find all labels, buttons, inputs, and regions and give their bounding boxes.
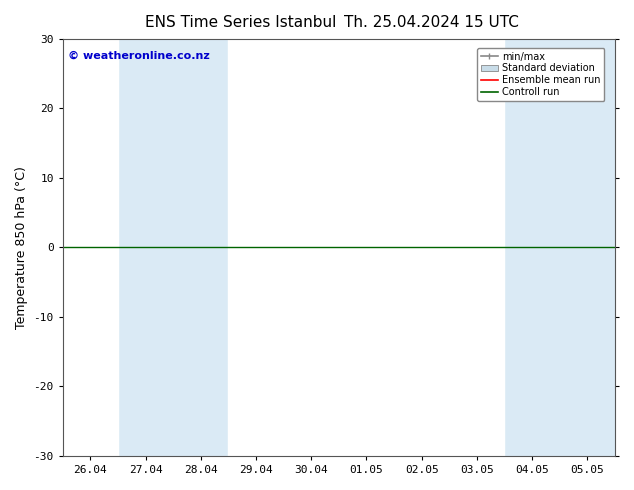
Bar xyxy=(339,39,394,456)
Text: Th. 25.04.2024 15 UTC: Th. 25.04.2024 15 UTC xyxy=(344,15,519,30)
Y-axis label: Temperature 850 hPa (°C): Temperature 850 hPa (°C) xyxy=(15,166,28,329)
Text: © weatheronline.co.nz: © weatheronline.co.nz xyxy=(68,51,210,61)
Legend: min/max, Standard deviation, Ensemble mean run, Controll run: min/max, Standard deviation, Ensemble me… xyxy=(477,48,604,101)
Bar xyxy=(228,39,283,456)
Bar xyxy=(450,39,505,456)
Bar xyxy=(63,39,118,456)
Bar xyxy=(394,39,450,456)
Bar xyxy=(283,39,339,456)
Text: ENS Time Series Istanbul: ENS Time Series Istanbul xyxy=(145,15,337,30)
